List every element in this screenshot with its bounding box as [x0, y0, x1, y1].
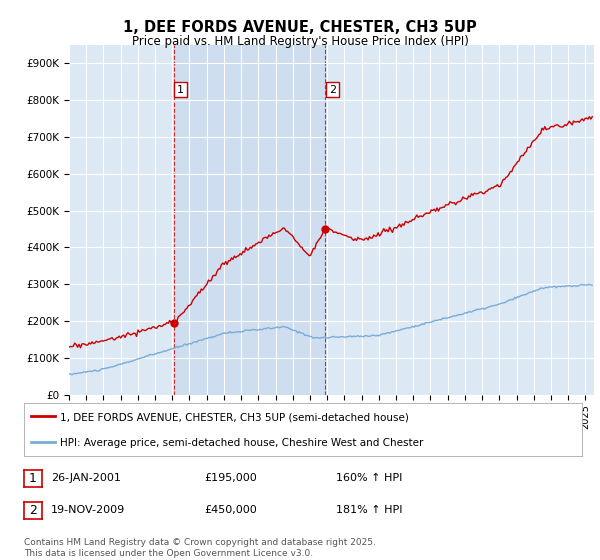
Text: 181% ↑ HPI: 181% ↑ HPI — [336, 505, 403, 515]
Text: Contains HM Land Registry data © Crown copyright and database right 2025.
This d: Contains HM Land Registry data © Crown c… — [24, 538, 376, 558]
Text: £450,000: £450,000 — [204, 505, 257, 515]
Text: 1: 1 — [29, 472, 37, 485]
Text: 19-NOV-2009: 19-NOV-2009 — [51, 505, 125, 515]
Text: HPI: Average price, semi-detached house, Cheshire West and Chester: HPI: Average price, semi-detached house,… — [60, 438, 424, 448]
Text: 160% ↑ HPI: 160% ↑ HPI — [336, 473, 403, 483]
Text: £195,000: £195,000 — [204, 473, 257, 483]
Text: 1, DEE FORDS AVENUE, CHESTER, CH3 5UP (semi-detached house): 1, DEE FORDS AVENUE, CHESTER, CH3 5UP (s… — [60, 413, 409, 423]
Text: 2: 2 — [29, 503, 37, 517]
Text: 2: 2 — [329, 85, 336, 95]
Text: 1, DEE FORDS AVENUE, CHESTER, CH3 5UP: 1, DEE FORDS AVENUE, CHESTER, CH3 5UP — [123, 20, 477, 35]
Text: 1: 1 — [177, 85, 184, 95]
Bar — [173, 45, 325, 395]
Text: Price paid vs. HM Land Registry's House Price Index (HPI): Price paid vs. HM Land Registry's House … — [131, 35, 469, 48]
Text: 26-JAN-2001: 26-JAN-2001 — [51, 473, 121, 483]
